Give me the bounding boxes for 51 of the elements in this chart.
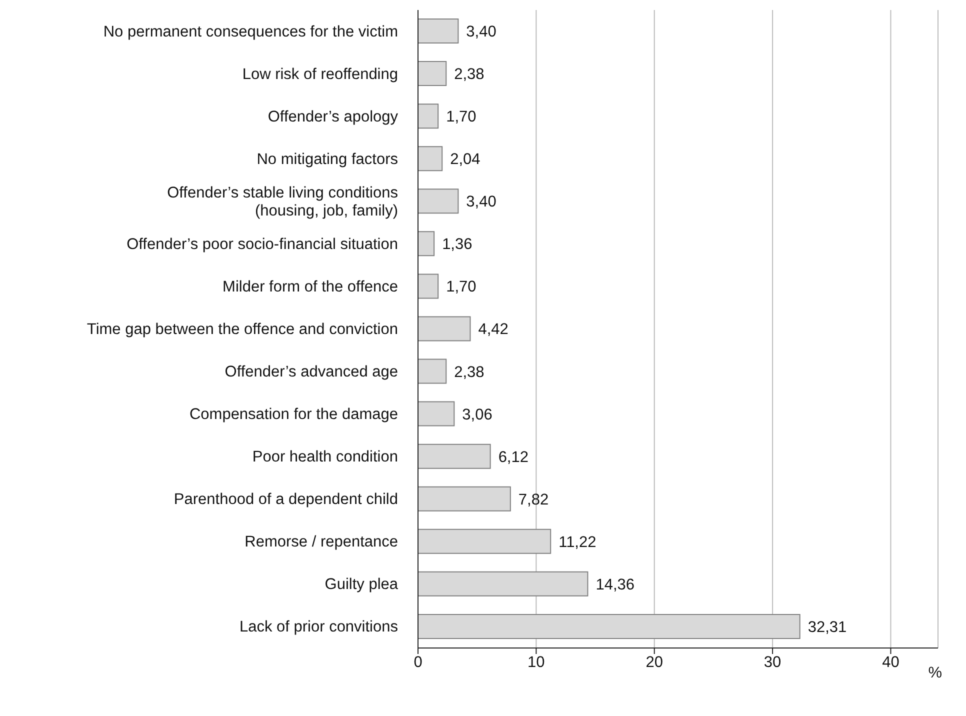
data-label: 2,38 bbox=[454, 66, 484, 84]
y-tick-label: Time gap between the offence and conviction bbox=[86, 320, 398, 338]
data-label: 4,42 bbox=[478, 321, 508, 338]
bar bbox=[418, 231, 435, 256]
y-tick-label: No mitigating factors bbox=[256, 150, 398, 168]
bar bbox=[418, 274, 439, 299]
data-label: 6,12 bbox=[498, 448, 528, 466]
data-label: 7,82 bbox=[518, 491, 549, 508]
y-tick-label: No permanent consequences for the victim bbox=[103, 22, 398, 40]
data-label: 3,40 bbox=[466, 194, 497, 211]
bar bbox=[418, 614, 800, 639]
bar bbox=[418, 316, 471, 342]
bar bbox=[418, 104, 439, 129]
x-axis-title: % bbox=[928, 664, 942, 682]
bar bbox=[418, 401, 455, 426]
y-tick-label: Low risk of reoffending bbox=[242, 65, 398, 82]
x-tick-label: 10 bbox=[528, 654, 546, 672]
bar bbox=[418, 358, 447, 384]
data-label: 1,36 bbox=[442, 236, 472, 254]
x-tick-label: 40 bbox=[882, 654, 900, 672]
data-label: 2,38 bbox=[454, 364, 484, 381]
bar bbox=[418, 528, 552, 554]
y-tick-label: Guilty plea bbox=[324, 576, 398, 593]
data-label: 1,70 bbox=[446, 108, 477, 126]
y-tick-label: Offender’s apology bbox=[268, 108, 398, 125]
bar bbox=[418, 18, 459, 44]
x-tick-label: 0 bbox=[414, 654, 423, 672]
bar bbox=[418, 61, 447, 86]
data-label: 32,31 bbox=[808, 618, 847, 636]
data-label: 11,22 bbox=[558, 534, 596, 551]
data-label: 3,06 bbox=[462, 406, 492, 424]
bar bbox=[418, 486, 511, 512]
bar bbox=[418, 188, 459, 214]
y-tick-label: Lack of prior convitions bbox=[239, 618, 398, 636]
y-tick-label: Poor health condition bbox=[252, 448, 398, 466]
data-label: 14,36 bbox=[596, 576, 635, 594]
data-label: 2,04 bbox=[450, 151, 481, 168]
y-tick-label: Offender’s stable living conditions (housing, job, family) bbox=[167, 184, 398, 219]
x-tick-label: 20 bbox=[646, 654, 664, 672]
y-tick-label: Milder form of the offence bbox=[222, 278, 398, 295]
bar bbox=[418, 146, 443, 172]
y-tick-label: Offender’s poor socio-financial situation bbox=[126, 235, 398, 252]
bar bbox=[418, 444, 491, 469]
x-tick-label: 30 bbox=[764, 654, 782, 672]
y-tick-label: Offender’s advanced age bbox=[224, 363, 398, 380]
data-label: 3,40 bbox=[466, 24, 497, 41]
y-tick-label: Compensation for the damage bbox=[189, 406, 398, 423]
data-label: 1,70 bbox=[446, 278, 477, 296]
y-tick-label: Parenthood of a dependent child bbox=[174, 490, 398, 508]
bar bbox=[418, 571, 588, 596]
y-tick-label: Remorse / repentance bbox=[244, 533, 398, 550]
